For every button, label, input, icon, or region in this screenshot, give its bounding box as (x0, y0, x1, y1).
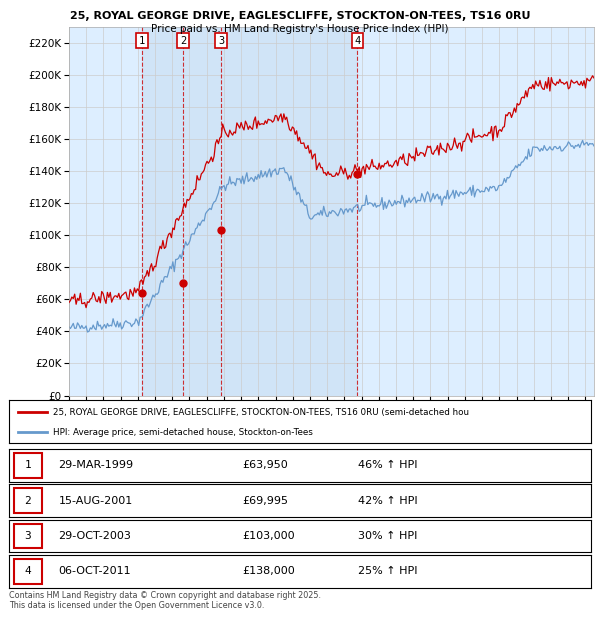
Text: 29-MAR-1999: 29-MAR-1999 (58, 460, 134, 471)
Text: 30% ↑ HPI: 30% ↑ HPI (358, 531, 418, 541)
Text: £138,000: £138,000 (242, 566, 295, 577)
Text: 15-AUG-2001: 15-AUG-2001 (58, 495, 133, 506)
Text: 2: 2 (180, 36, 186, 46)
Text: 1: 1 (24, 460, 31, 471)
Text: 46% ↑ HPI: 46% ↑ HPI (358, 460, 418, 471)
Text: 1: 1 (139, 36, 145, 46)
FancyBboxPatch shape (14, 559, 41, 584)
Text: 25, ROYAL GEORGE DRIVE, EAGLESCLIFFE, STOCKTON-ON-TEES, TS16 0RU (semi-detached : 25, ROYAL GEORGE DRIVE, EAGLESCLIFFE, ST… (53, 407, 469, 417)
Text: 4: 4 (24, 566, 31, 577)
Text: £103,000: £103,000 (242, 531, 295, 541)
Text: Price paid vs. HM Land Registry's House Price Index (HPI): Price paid vs. HM Land Registry's House … (151, 24, 449, 33)
FancyBboxPatch shape (14, 488, 41, 513)
Text: 29-OCT-2003: 29-OCT-2003 (58, 531, 131, 541)
FancyBboxPatch shape (14, 523, 41, 549)
Text: 4: 4 (355, 36, 361, 46)
Text: 06-OCT-2011: 06-OCT-2011 (58, 566, 131, 577)
Text: 3: 3 (218, 36, 224, 46)
Text: HPI: Average price, semi-detached house, Stockton-on-Tees: HPI: Average price, semi-detached house,… (53, 428, 313, 437)
Text: 42% ↑ HPI: 42% ↑ HPI (358, 495, 418, 506)
Text: £63,950: £63,950 (242, 460, 287, 471)
Text: 2: 2 (24, 495, 31, 506)
Text: Contains HM Land Registry data © Crown copyright and database right 2025.
This d: Contains HM Land Registry data © Crown c… (9, 591, 321, 610)
Text: £69,995: £69,995 (242, 495, 288, 506)
Text: 25% ↑ HPI: 25% ↑ HPI (358, 566, 418, 577)
Text: 25, ROYAL GEORGE DRIVE, EAGLESCLIFFE, STOCKTON-ON-TEES, TS16 0RU: 25, ROYAL GEORGE DRIVE, EAGLESCLIFFE, ST… (70, 11, 530, 21)
FancyBboxPatch shape (14, 453, 41, 478)
Text: 3: 3 (24, 531, 31, 541)
Bar (142, 27, 358, 396)
